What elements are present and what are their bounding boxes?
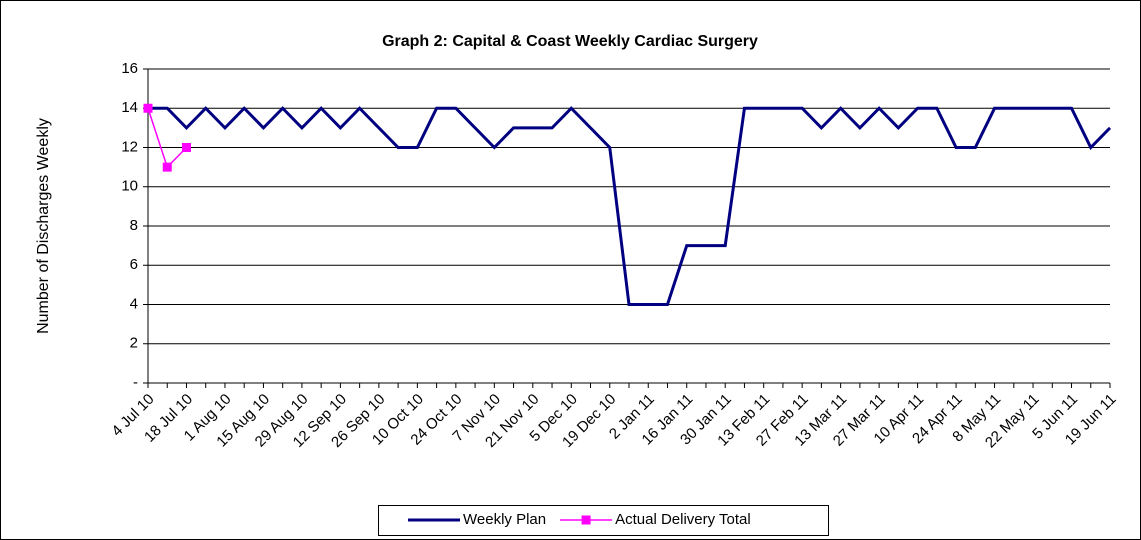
y-axis-label: Number of Discharges Weekly xyxy=(35,118,52,334)
y-tick-label: 6 xyxy=(130,256,138,273)
point-marker xyxy=(162,162,172,172)
y-tick-label: 16 xyxy=(121,60,138,77)
legend-label: Actual Delivery Total xyxy=(615,511,751,528)
chart-title: Graph 2: Capital & Coast Weekly Cardiac … xyxy=(382,33,758,50)
y-tick-label: 12 xyxy=(121,138,138,155)
y-tick-label: 2 xyxy=(130,335,138,352)
series-line xyxy=(148,106,1112,306)
y-tick-label: 14 xyxy=(121,99,138,116)
point-marker xyxy=(143,103,153,113)
y-tick-label: 10 xyxy=(121,178,138,195)
y-tick-label: 4 xyxy=(130,295,138,312)
y-tick-label: - xyxy=(133,374,138,391)
y-tick-label: 8 xyxy=(130,217,138,234)
legend-label: Weekly Plan xyxy=(463,511,546,528)
legend-marker xyxy=(581,515,591,525)
point-marker xyxy=(181,143,191,152)
